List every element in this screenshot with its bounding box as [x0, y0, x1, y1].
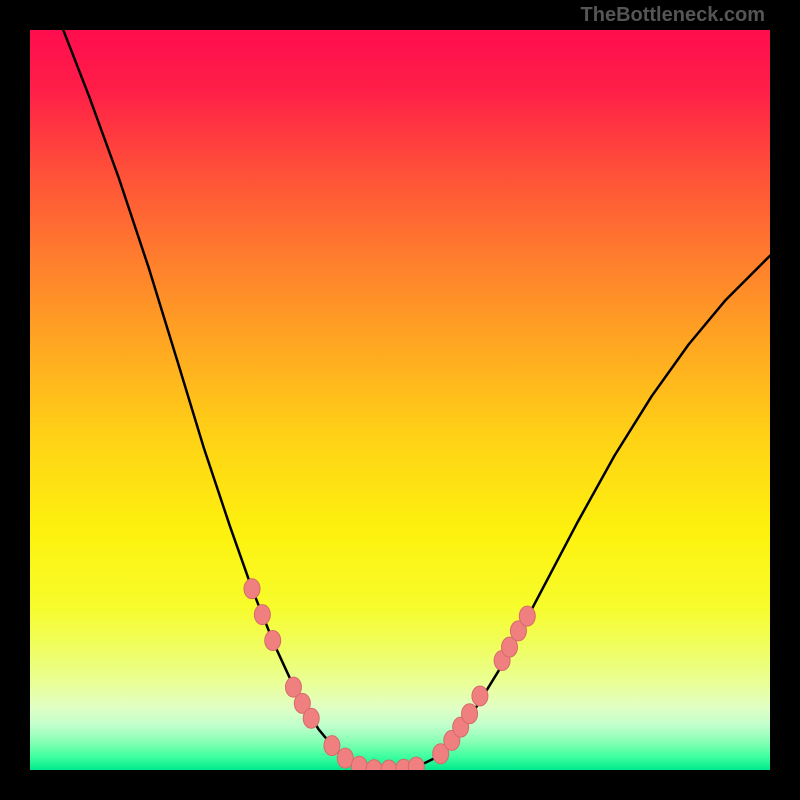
curve-marker — [366, 760, 382, 770]
curve-marker — [254, 605, 270, 625]
curve-marker — [381, 760, 397, 770]
curve-marker — [303, 708, 319, 728]
plot-area — [30, 30, 770, 770]
watermark-text: TheBottleneck.com — [581, 4, 765, 27]
curve-marker — [337, 748, 353, 768]
curve-marker — [462, 704, 478, 724]
curve-marker — [324, 736, 340, 756]
curve-marker — [408, 757, 424, 770]
curve-layer — [30, 30, 770, 770]
curve-marker — [472, 686, 488, 706]
bottleneck-curve — [63, 30, 770, 770]
curve-marker — [265, 631, 281, 651]
curve-marker — [519, 606, 535, 626]
curve-marker — [244, 579, 260, 599]
chart-canvas: TheBottleneck.com — [0, 0, 800, 800]
